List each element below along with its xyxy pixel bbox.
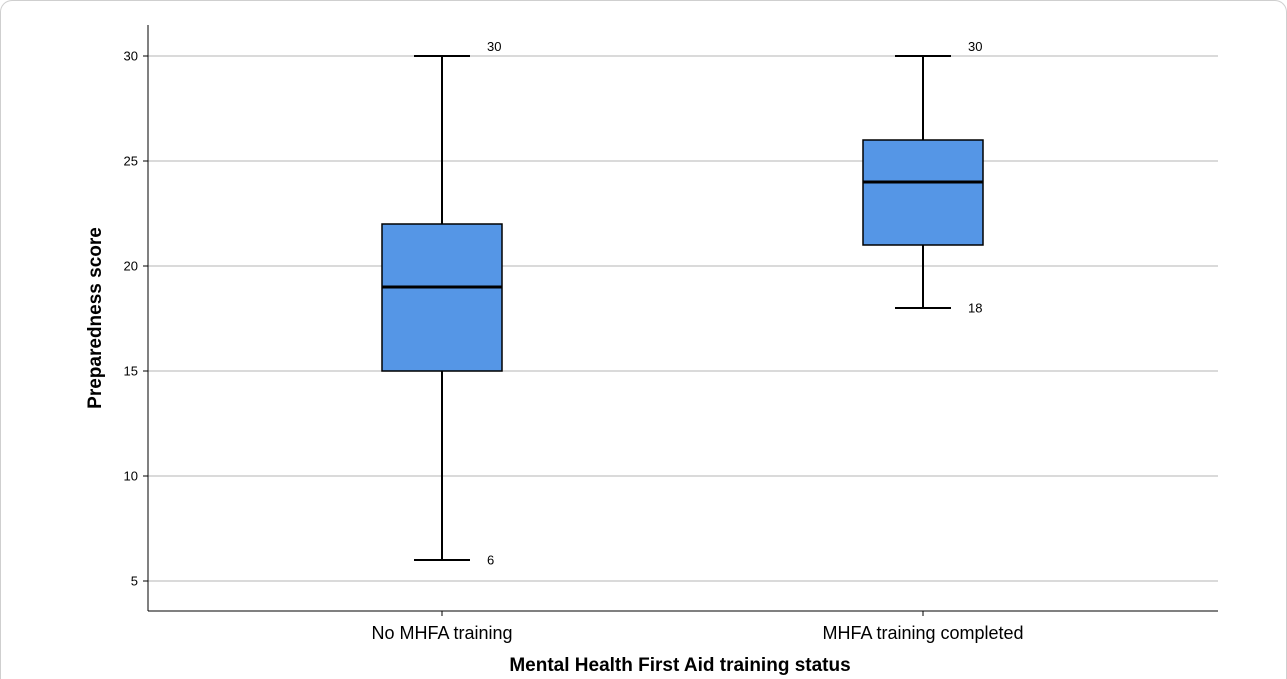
gridlines	[148, 55, 1218, 582]
iqr-box-1	[862, 139, 984, 246]
y-tick-label-30: 30	[124, 49, 138, 64]
labels: 5 10 15 20 25 30 No MHFA training MHFA training…	[124, 39, 1024, 643]
y-tick-label-25: 25	[124, 154, 138, 169]
y-tick-label-20: 20	[124, 259, 138, 274]
max-label-1: 30	[968, 39, 982, 54]
min-label-1: 18	[968, 301, 982, 316]
box-group-0	[381, 55, 503, 561]
min-label-0: 6	[487, 553, 494, 568]
y-tick-label-10: 10	[124, 469, 138, 484]
y-tick-label-5: 5	[131, 574, 138, 589]
axes	[143, 25, 1218, 616]
boxes	[381, 55, 984, 561]
x-axis-title: Mental Health First Aid training status	[509, 655, 850, 676]
box-group-1	[862, 55, 984, 309]
x-tick-label-1: MHFA training completed	[822, 623, 1023, 643]
x-tick-label-0: No MHFA training	[371, 623, 512, 643]
y-axis-title: Preparedness score	[85, 227, 106, 409]
max-label-0: 30	[487, 39, 501, 54]
iqr-box-0	[381, 223, 503, 372]
y-tick-label-15: 15	[124, 364, 138, 379]
